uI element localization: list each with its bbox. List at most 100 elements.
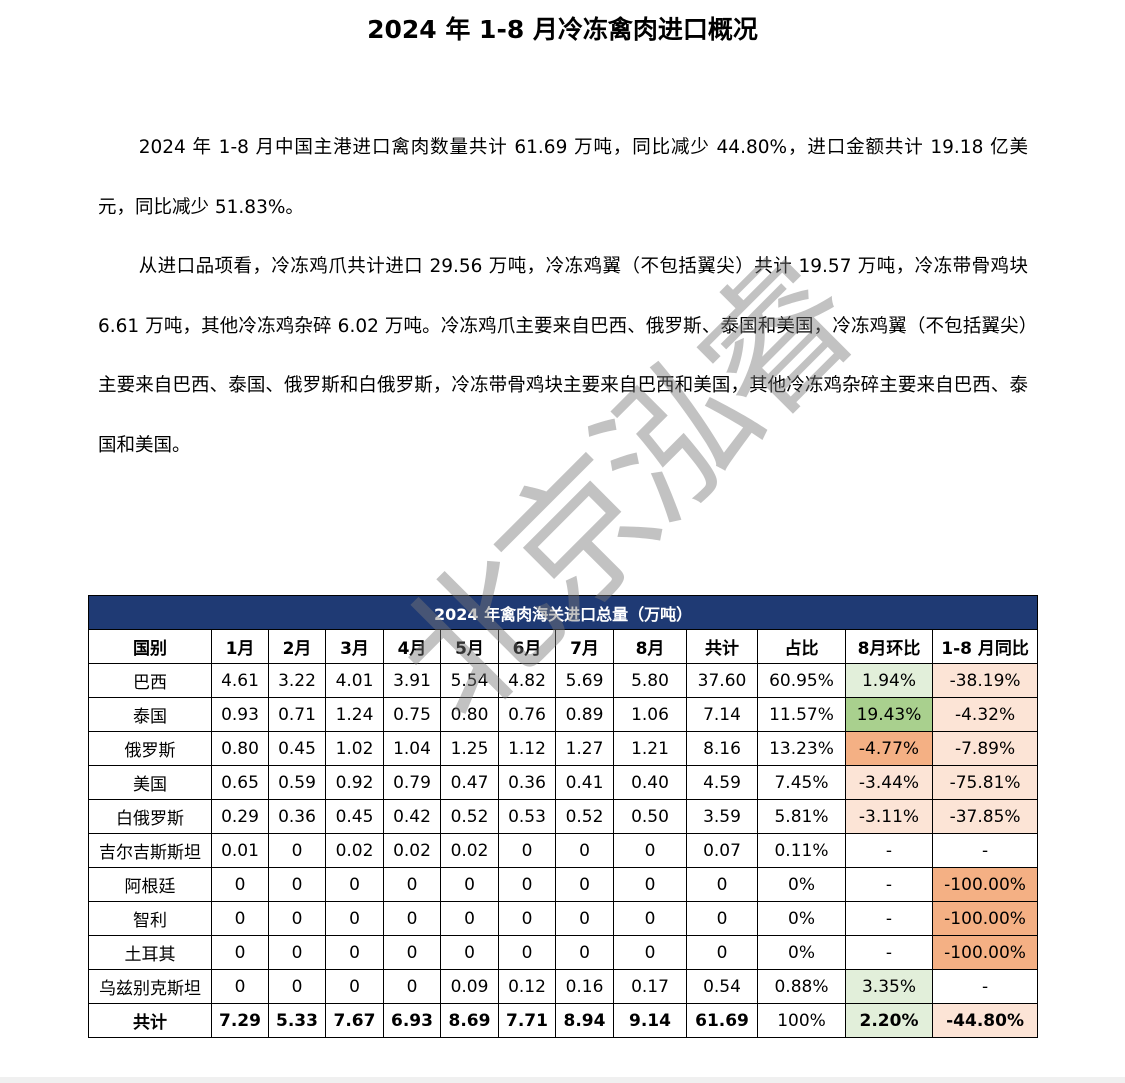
total-cell: 7.67 <box>325 1003 384 1038</box>
value-cell: 0.40 <box>613 765 687 800</box>
country-cell: 俄罗斯 <box>88 731 212 766</box>
total-cell: 7.71 <box>498 1003 556 1038</box>
value-cell: 1.06 <box>613 697 687 732</box>
value-cell: 0 <box>268 969 326 1004</box>
value-cell: 0 <box>555 833 614 868</box>
value-cell: 3.91 <box>383 663 441 698</box>
value-cell: 0 <box>211 901 269 936</box>
value-cell: 0.02 <box>440 833 499 868</box>
value-cell: 0.52 <box>555 799 614 834</box>
value-cell: 0.52 <box>440 799 499 834</box>
value-cell: 5.69 <box>555 663 614 698</box>
table-row: 智利 0 0 0 0 0 0 0 0 0 0% - -100.00% <box>88 901 1039 936</box>
value-cell: 0.16 <box>555 969 614 1004</box>
table-row: 土耳其 0 0 0 0 0 0 0 0 0 0% - -100.00% <box>88 935 1039 970</box>
total-cell: 9.14 <box>613 1003 687 1038</box>
total-cell: 8.94 <box>555 1003 614 1038</box>
table-row: 吉尔吉斯斯坦 0.01 0 0.02 0.02 0.02 0 0 0 0.07 0.11% - - <box>88 833 1039 868</box>
value-cell: 3.59 <box>686 799 758 834</box>
country-cell: 智利 <box>88 901 212 936</box>
value-cell: 0.93 <box>211 697 269 732</box>
value-cell: 0.01 <box>211 833 269 868</box>
country-cell: 白俄罗斯 <box>88 799 212 834</box>
value-cell: 0 <box>211 867 269 902</box>
value-cell: 0 <box>268 901 326 936</box>
value-cell: 4.61 <box>211 663 269 698</box>
column-header: 8月环比 <box>845 629 933 664</box>
column-header: 国别 <box>88 629 212 664</box>
value-cell: 1.02 <box>325 731 384 766</box>
value-cell: 0% <box>757 901 846 936</box>
value-cell: 0.17 <box>613 969 687 1004</box>
value-cell: - <box>931 969 1039 1004</box>
column-header: 5月 <box>440 629 499 664</box>
paragraph-summary: 2024 年 1-8 月中国主港进口禽肉数量共计 61.69 万吨，同比减少 4… <box>98 137 1028 218</box>
value-cell: 3.35% <box>845 969 933 1004</box>
column-header: 1月 <box>211 629 269 664</box>
body-text: 2024 年 1-8 月中国主港进口禽肉数量共计 61.69 万吨，同比减少 4… <box>98 118 1028 475</box>
value-cell: 0.29 <box>211 799 269 834</box>
value-cell: 0.45 <box>325 799 384 834</box>
value-cell: -38.19% <box>931 663 1039 698</box>
value-cell: 7.14 <box>686 697 758 732</box>
value-cell: 0% <box>757 935 846 970</box>
value-cell: 0 <box>613 901 687 936</box>
table-row: 美国 0.65 0.59 0.92 0.79 0.47 0.36 0.41 0.40 4.59 7.… <box>88 765 1039 800</box>
column-header: 4月 <box>383 629 441 664</box>
bottom-bar <box>0 1077 1125 1083</box>
value-cell: 0 <box>325 969 384 1004</box>
value-cell: 0.53 <box>498 799 556 834</box>
value-cell: 0 <box>383 935 441 970</box>
value-cell: 0 <box>383 901 441 936</box>
value-cell: 4.01 <box>325 663 384 698</box>
column-header: 8月 <box>613 629 687 664</box>
total-cell: 6.93 <box>383 1003 441 1038</box>
page-title: 2024 年 1-8 月冷冻禽肉进口概况 <box>367 15 758 44</box>
value-cell: 3.22 <box>268 663 326 698</box>
value-cell: - <box>931 833 1039 868</box>
value-cell: 0 <box>268 935 326 970</box>
value-cell: 0 <box>686 901 758 936</box>
value-cell: 0 <box>613 935 687 970</box>
table-row: 乌兹别克斯坦 0 0 0 0 0.09 0.12 0.16 0.17 0.54 0.88% 3.35%… <box>88 969 1039 1004</box>
value-cell: 0.65 <box>211 765 269 800</box>
value-cell: 0.80 <box>211 731 269 766</box>
value-cell: 5.80 <box>613 663 687 698</box>
column-header: 1-8 月同比 <box>931 629 1039 664</box>
value-cell: 0.71 <box>268 697 326 732</box>
value-cell: -100.00% <box>931 935 1039 970</box>
value-cell: - <box>845 901 933 936</box>
value-cell: 5.81% <box>757 799 846 834</box>
value-cell: 0 <box>383 969 441 1004</box>
value-cell: 0 <box>325 867 384 902</box>
value-cell: 0 <box>613 867 687 902</box>
value-cell: 0 <box>268 833 326 868</box>
value-cell: 37.60 <box>686 663 758 698</box>
country-cell: 阿根廷 <box>88 867 212 902</box>
value-cell: 0.59 <box>268 765 326 800</box>
country-cell: 泰国 <box>88 697 212 732</box>
value-cell: 0.09 <box>440 969 499 1004</box>
value-cell: 0 <box>325 935 384 970</box>
value-cell: -37.85% <box>931 799 1039 834</box>
value-cell: 1.25 <box>440 731 499 766</box>
value-cell: 0 <box>211 969 269 1004</box>
value-cell: 5.54 <box>440 663 499 698</box>
value-cell: 0.50 <box>613 799 687 834</box>
value-cell: 7.45% <box>757 765 846 800</box>
country-cell: 美国 <box>88 765 212 800</box>
value-cell: 0 <box>268 867 326 902</box>
value-cell: - <box>845 935 933 970</box>
total-cell: 61.69 <box>686 1003 758 1038</box>
value-cell: - <box>845 833 933 868</box>
value-cell: 0 <box>211 935 269 970</box>
table-row: 阿根廷 0 0 0 0 0 0 0 0 0 0% - -100.00% <box>88 867 1039 902</box>
value-cell: 0.79 <box>383 765 441 800</box>
value-cell: 13.23% <box>757 731 846 766</box>
value-cell: 1.27 <box>555 731 614 766</box>
value-cell: 0.47 <box>440 765 499 800</box>
value-cell: 4.59 <box>686 765 758 800</box>
value-cell: 0 <box>555 935 614 970</box>
value-cell: 0.92 <box>325 765 384 800</box>
value-cell: -75.81% <box>931 765 1039 800</box>
